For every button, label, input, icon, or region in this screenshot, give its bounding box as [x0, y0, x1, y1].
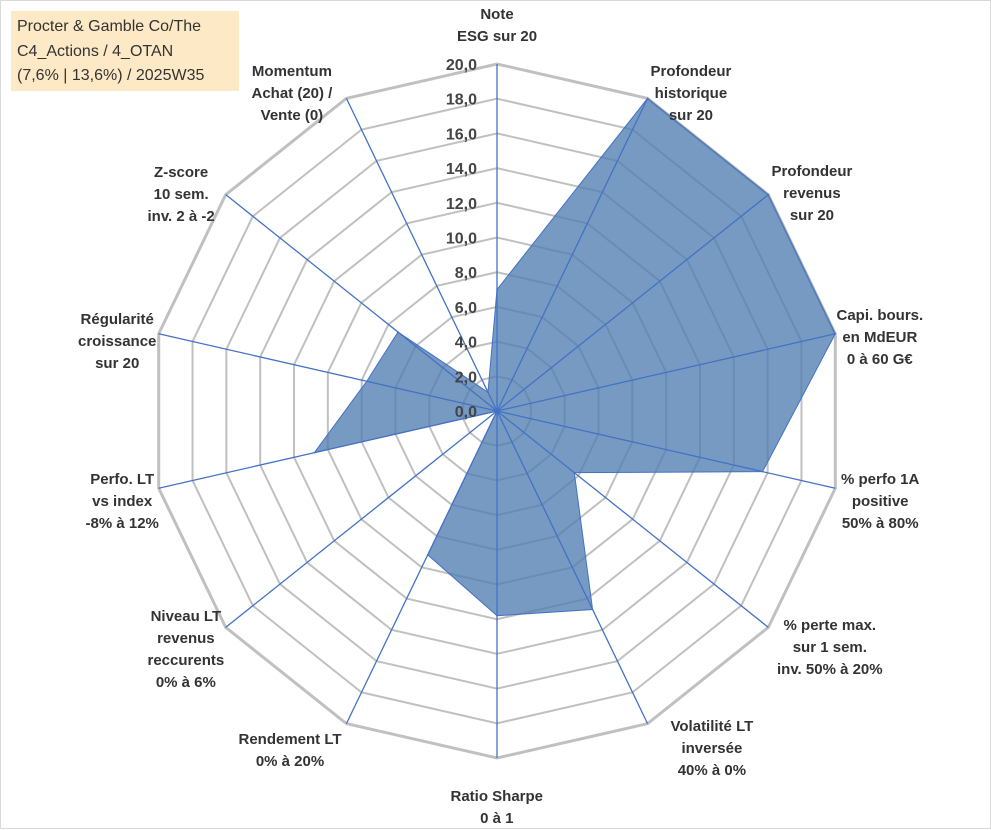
tick-label: 14,0: [446, 161, 477, 178]
axis-spoke: [345, 410, 498, 724]
axis-spoke: [496, 410, 769, 628]
axis-label-line: vs index: [92, 493, 153, 510]
axis-label: Z-score 10 sem. inv. 2 à -2: [148, 162, 215, 228]
axis-spoke: [496, 98, 649, 412]
axis-label-line: en MdEUR: [842, 329, 918, 346]
axis-label: Momentum Achat (20) / Vente (0): [252, 61, 333, 127]
axis-label-line: Note: [480, 6, 514, 23]
axis-label-line: 0 à 1: [480, 810, 514, 827]
axis-spoke: [158, 410, 498, 489]
axis-label-line: sur 20: [95, 355, 140, 372]
axis-label: Ratio Sharpe 0 à 1: [451, 786, 544, 830]
info-line-category: C4_Actions / 4_OTAN: [17, 42, 174, 60]
axis-label: Volatilité LT inversée 40% à 0%: [671, 716, 754, 782]
axis-spoke: [496, 410, 836, 489]
axis-label-line: % perfo 1A: [841, 471, 920, 488]
axis-label-line: revenus: [157, 630, 215, 647]
axis-label-line: inversée: [681, 740, 743, 757]
axis-label-line: Achat (20) /: [251, 85, 333, 102]
axis-spoke: [225, 194, 498, 412]
axis-label-line: 50% à 80%: [841, 515, 919, 532]
axis-spoke: [496, 410, 649, 724]
tick-layer: 0,0 2,0 4,0 6,0 8,0 10,0 12,0 14,0 16,0 18,0 20,0: [446, 57, 477, 421]
axis-label-line: sur 20: [789, 207, 835, 224]
axis-label-line: Niveau LT: [150, 608, 222, 625]
tick-label: 20,0: [446, 57, 477, 74]
tick-label: 4,0: [455, 335, 477, 352]
axis-label: Profondeur historique sur 20: [651, 61, 732, 127]
tick-label: 8,0: [455, 265, 477, 282]
axis-label: Régularité croissance sur 20: [78, 309, 156, 375]
axis-label-line: 0% à 20%: [255, 753, 325, 770]
axis-label-line: inv. 2 à -2: [147, 208, 215, 225]
axis-spoke: [225, 410, 498, 628]
axis-label-line: ESG sur 20: [457, 28, 538, 45]
axis-label-line: Rendement LT: [238, 731, 342, 748]
tick-label: 12,0: [446, 196, 477, 213]
axis-label-line: % perte max.: [783, 617, 877, 634]
tick-label: 6,0: [455, 300, 477, 317]
axis-spoke: [496, 333, 836, 412]
axis-label-line: sur 1 sem.: [792, 639, 867, 656]
axis-label-line: croissance: [78, 333, 157, 350]
axis-label: % perfo 1A positive 50% à 80%: [841, 469, 919, 535]
axis-label-line: -8% à 12%: [85, 515, 159, 532]
tick-label: 2,0: [455, 369, 477, 386]
axis-label-line: Z-score: [154, 164, 209, 181]
tick-label: 16,0: [446, 126, 477, 143]
axis-label: Capi. bours. en MdEUR 0 à 60 G€: [837, 305, 924, 371]
axis-spoke: [345, 98, 498, 412]
axis-spoke: [496, 194, 769, 412]
axis-label-line: sur 20: [668, 107, 714, 124]
axis-label-line: Régularité: [80, 311, 154, 328]
axis-label-line: Capi. bours.: [836, 307, 924, 324]
axis-label-line: Profondeur: [650, 63, 732, 80]
axis-label-line: historique: [654, 85, 728, 102]
axis-label: Perfo. LT vs index -8% à 12%: [86, 469, 159, 535]
series-area: [313, 97, 836, 617]
info-box: Procter & Gamble Co/The C4_Actions / 4_O…: [11, 11, 239, 91]
tick-label: 0,0: [455, 404, 477, 421]
axis-label-line: Vente (0): [260, 107, 324, 124]
axis-label-line: 0 à 60 G€: [846, 351, 913, 368]
axis-label-line: Perfo. LT: [90, 471, 155, 488]
axis-label-line: Volatilité LT: [670, 718, 754, 735]
axis-label: Rendement LT 0% à 20%: [239, 729, 342, 773]
axis-label-line: Profondeur: [771, 163, 853, 180]
axis-label: % perte max. sur 1 sem. inv. 50% à 20%: [777, 615, 883, 681]
info-line-period: (7,6% | 13,6%) / 2025W35: [17, 67, 205, 84]
axis-label: Profondeur revenus sur 20: [772, 161, 853, 227]
axis-label-line: reccurents: [147, 652, 225, 669]
spoke-layer: [158, 64, 836, 758]
series-layer: [313, 97, 837, 617]
axis-label: Niveau LT revenus reccurents 0% à 6%: [148, 606, 225, 694]
tick-label: 10,0: [446, 231, 477, 248]
axis-label-line: 10 sem.: [153, 186, 209, 203]
axis-label-line: Momentum: [251, 63, 332, 80]
tick-label: 18,0: [446, 92, 477, 109]
axis-label-line: revenus: [783, 185, 841, 202]
axis-label-line: 40% à 0%: [677, 762, 747, 779]
info-line-name: Procter & Gamble Co/The: [17, 18, 202, 35]
axis-label-line: 0% à 6%: [155, 674, 216, 691]
axis-label-line: Ratio Sharpe: [450, 788, 544, 805]
axis-spoke: [158, 333, 498, 412]
axis-label: Note ESG sur 20: [457, 4, 537, 48]
axis-label-line: positive: [851, 493, 909, 510]
axis-label-line: inv. 50% à 20%: [777, 661, 883, 678]
